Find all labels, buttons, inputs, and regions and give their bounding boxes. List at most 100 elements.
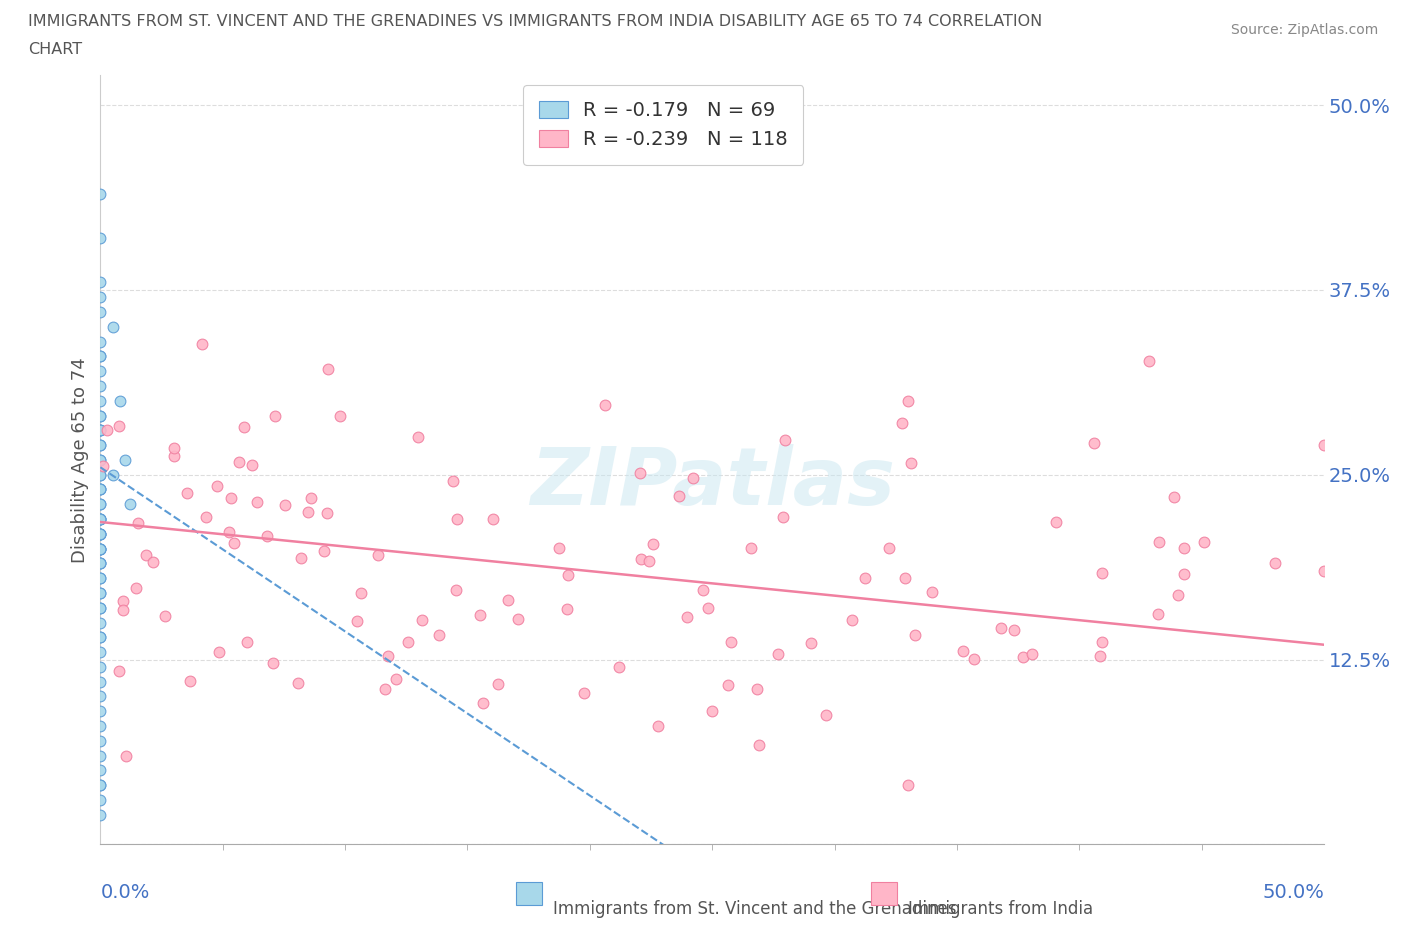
Point <box>668 489 690 504</box>
Point <box>630 551 652 566</box>
Point <box>89 630 111 644</box>
Point <box>1264 556 1286 571</box>
Point <box>89 674 111 689</box>
Point <box>316 361 339 376</box>
Point <box>191 337 214 352</box>
Point <box>1192 535 1215 550</box>
Point <box>246 495 269 510</box>
Point <box>290 551 312 565</box>
Point <box>1083 436 1105 451</box>
Point <box>89 777 111 792</box>
Point <box>482 512 505 526</box>
Point <box>89 526 111 541</box>
Point <box>897 777 920 792</box>
Point <box>89 526 111 541</box>
Point <box>346 614 368 629</box>
Point <box>89 349 111 364</box>
Point <box>89 423 111 438</box>
Point <box>692 582 714 597</box>
Point <box>748 737 770 752</box>
Point <box>747 682 769 697</box>
Point <box>89 792 111 807</box>
Point <box>963 651 986 666</box>
Point <box>315 506 337 521</box>
Point <box>446 512 468 527</box>
Point <box>89 453 111 468</box>
Point <box>142 554 165 569</box>
Point <box>717 677 740 692</box>
Y-axis label: Disability Age 65 to 74: Disability Age 65 to 74 <box>72 357 89 563</box>
Point <box>176 486 198 501</box>
Point <box>89 586 111 601</box>
Point <box>1137 353 1160 368</box>
Point <box>89 438 111 453</box>
Point <box>89 526 111 541</box>
Point <box>111 603 134 618</box>
Point <box>496 592 519 607</box>
Point <box>125 580 148 595</box>
Point <box>921 585 943 600</box>
Point <box>891 416 914 431</box>
Point <box>89 186 111 201</box>
Point <box>702 704 724 719</box>
Point <box>720 635 742 650</box>
Point <box>990 620 1012 635</box>
Text: Immigrants from India: Immigrants from India <box>908 899 1092 918</box>
Point <box>89 512 111 526</box>
Point <box>153 608 176 623</box>
Legend: R = -0.179   N = 69, R = -0.239   N = 118: R = -0.179 N = 69, R = -0.239 N = 118 <box>523 86 803 165</box>
Point <box>766 647 789 662</box>
Point <box>853 570 876 585</box>
Point <box>135 547 157 562</box>
Point <box>91 458 114 473</box>
Point <box>1163 490 1185 505</box>
Point <box>682 471 704 485</box>
Point <box>89 734 111 749</box>
Point <box>1021 646 1043 661</box>
Point <box>89 556 111 571</box>
Point <box>1045 514 1067 529</box>
Point <box>89 571 111 586</box>
Point <box>1173 567 1195 582</box>
Point <box>593 398 616 413</box>
Point <box>89 423 111 438</box>
Point <box>1012 650 1035 665</box>
Point <box>427 628 450 643</box>
Text: ZIPatlas: ZIPatlas <box>530 444 894 522</box>
Point <box>89 453 111 468</box>
Point <box>115 749 138 764</box>
Point <box>89 749 111 764</box>
Point <box>647 718 669 733</box>
Point <box>89 423 111 438</box>
Point <box>297 505 319 520</box>
Point <box>89 349 111 364</box>
Point <box>904 628 927 643</box>
Point <box>800 635 823 650</box>
Point <box>607 659 630 674</box>
Point <box>555 602 578 617</box>
Point <box>643 537 665 551</box>
Point <box>775 433 797 448</box>
Point <box>638 553 661 568</box>
Point <box>89 644 111 659</box>
Point <box>472 695 495 710</box>
Text: Source: ZipAtlas.com: Source: ZipAtlas.com <box>1230 23 1378 37</box>
Point <box>367 548 389 563</box>
Point <box>222 536 245 551</box>
Point <box>108 664 131 679</box>
Point <box>89 512 111 526</box>
Point <box>127 515 149 530</box>
Point <box>264 408 287 423</box>
Point <box>772 510 794 525</box>
Point <box>89 601 111 616</box>
Point <box>89 482 111 497</box>
Point <box>89 556 111 571</box>
Point <box>89 541 111 556</box>
Point <box>96 422 118 437</box>
Point <box>101 467 124 482</box>
Point <box>118 497 141 512</box>
Point <box>900 456 922 471</box>
Point <box>574 685 596 700</box>
Point <box>697 601 720 616</box>
Point <box>89 719 111 734</box>
